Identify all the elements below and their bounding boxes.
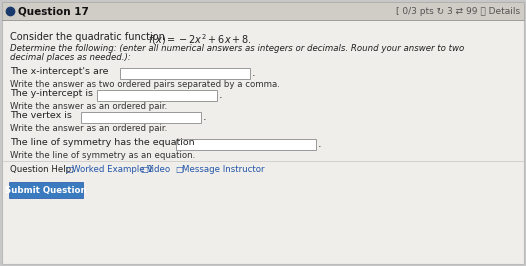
Text: The vertex is: The vertex is: [10, 111, 72, 120]
Text: .: .: [252, 68, 256, 78]
Text: Message Instructor: Message Instructor: [182, 165, 265, 174]
Text: Submit Question: Submit Question: [5, 185, 87, 194]
Text: .: .: [318, 139, 321, 149]
Text: □: □: [175, 165, 183, 174]
FancyBboxPatch shape: [2, 2, 524, 264]
Text: decimal places as needed.):: decimal places as needed.):: [10, 53, 131, 62]
FancyBboxPatch shape: [120, 68, 250, 78]
Text: Write the answer as an ordered pair.: Write the answer as an ordered pair.: [10, 102, 167, 111]
Text: Video: Video: [147, 165, 171, 174]
Text: The line of symmetry has the equation: The line of symmetry has the equation: [10, 138, 195, 147]
Text: Question 17: Question 17: [18, 6, 89, 16]
Text: □: □: [65, 165, 73, 174]
FancyBboxPatch shape: [9, 182, 83, 198]
FancyBboxPatch shape: [97, 89, 217, 101]
Text: Question Help:: Question Help:: [10, 165, 79, 174]
Text: □: □: [140, 165, 148, 174]
Text: Consider the quadratic function: Consider the quadratic function: [10, 32, 168, 42]
Text: .: .: [203, 112, 207, 122]
Text: Determine the following: (enter all numerical answers as integers or decimals. R: Determine the following: (enter all nume…: [10, 44, 464, 53]
FancyBboxPatch shape: [2, 2, 524, 20]
FancyBboxPatch shape: [176, 139, 316, 149]
Text: Worked Example 1: Worked Example 1: [72, 165, 153, 174]
Text: Write the line of symmetry as an equation.: Write the line of symmetry as an equatio…: [10, 151, 195, 160]
Text: The y-intercept is: The y-intercept is: [10, 89, 93, 98]
Text: Write the answer as an ordered pair.: Write the answer as an ordered pair.: [10, 124, 167, 133]
Text: The x-intercept's are: The x-intercept's are: [10, 67, 108, 76]
Text: [ 0/3 pts ↻ 3 ⇄ 99 ⓘ Details: [ 0/3 pts ↻ 3 ⇄ 99 ⓘ Details: [396, 6, 520, 15]
FancyBboxPatch shape: [81, 111, 201, 123]
Text: $f(x) = -2x^2 + 6x + 8.$: $f(x) = -2x^2 + 6x + 8.$: [148, 32, 252, 47]
Text: .: .: [219, 90, 222, 100]
Text: Write the answer as two ordered pairs separated by a comma.: Write the answer as two ordered pairs se…: [10, 80, 280, 89]
